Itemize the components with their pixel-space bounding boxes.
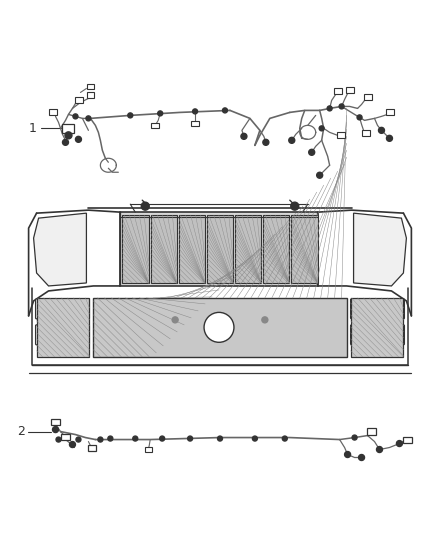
Circle shape	[158, 111, 162, 116]
Bar	[361, 131, 370, 136]
Bar	[364, 94, 371, 100]
Circle shape	[128, 113, 133, 118]
Circle shape	[289, 138, 295, 143]
Polygon shape	[353, 213, 406, 286]
Circle shape	[396, 441, 403, 447]
Circle shape	[252, 436, 258, 441]
Bar	[350, 298, 403, 357]
Circle shape	[262, 317, 268, 323]
Circle shape	[317, 172, 323, 178]
Circle shape	[53, 426, 59, 433]
Polygon shape	[34, 213, 86, 286]
Bar	[337, 132, 345, 139]
Circle shape	[223, 108, 227, 113]
Bar	[87, 92, 94, 99]
Circle shape	[378, 127, 385, 133]
FancyBboxPatch shape	[350, 325, 404, 345]
Bar	[93, 298, 346, 357]
Circle shape	[75, 136, 81, 142]
Bar	[367, 428, 376, 435]
FancyBboxPatch shape	[350, 299, 404, 319]
Bar	[179, 215, 205, 283]
Bar	[334, 88, 342, 94]
Text: 2: 2	[17, 425, 25, 438]
Bar	[346, 87, 353, 93]
Circle shape	[283, 436, 287, 441]
Bar	[122, 215, 148, 283]
Circle shape	[309, 149, 314, 155]
Bar	[120, 212, 318, 286]
Circle shape	[56, 437, 61, 442]
Circle shape	[76, 437, 81, 442]
Circle shape	[386, 135, 392, 141]
Bar	[88, 445, 96, 450]
Circle shape	[108, 436, 113, 441]
Circle shape	[327, 106, 332, 111]
Bar	[63, 124, 74, 133]
Circle shape	[241, 133, 247, 139]
Circle shape	[357, 115, 362, 120]
Circle shape	[263, 139, 269, 146]
Circle shape	[86, 116, 91, 121]
Bar	[386, 109, 395, 116]
Bar	[291, 215, 318, 283]
Bar	[49, 109, 57, 116]
Bar	[75, 98, 83, 103]
Bar	[191, 121, 199, 126]
Circle shape	[160, 436, 165, 441]
Circle shape	[218, 436, 223, 441]
Circle shape	[73, 114, 78, 119]
Bar	[145, 447, 152, 452]
Circle shape	[345, 451, 350, 457]
Circle shape	[291, 202, 299, 210]
Bar	[87, 84, 94, 89]
Bar	[207, 215, 233, 283]
Circle shape	[204, 312, 234, 342]
Circle shape	[339, 104, 344, 109]
FancyBboxPatch shape	[35, 299, 89, 319]
Bar	[263, 215, 290, 283]
Bar	[51, 418, 60, 425]
Bar	[151, 215, 177, 283]
Bar	[151, 123, 159, 128]
Circle shape	[352, 435, 357, 440]
Circle shape	[63, 139, 68, 146]
Bar	[403, 437, 412, 442]
Circle shape	[172, 317, 178, 323]
Circle shape	[133, 436, 138, 441]
Text: 1: 1	[28, 122, 36, 135]
Circle shape	[359, 455, 364, 461]
Circle shape	[141, 202, 149, 210]
FancyBboxPatch shape	[35, 325, 89, 345]
Bar	[235, 215, 261, 283]
Circle shape	[187, 436, 193, 441]
Circle shape	[65, 132, 72, 139]
Circle shape	[319, 126, 324, 131]
Circle shape	[70, 441, 75, 448]
Circle shape	[98, 437, 103, 442]
Circle shape	[193, 109, 198, 114]
Circle shape	[377, 447, 382, 453]
Bar	[61, 433, 70, 440]
Bar	[37, 298, 89, 357]
